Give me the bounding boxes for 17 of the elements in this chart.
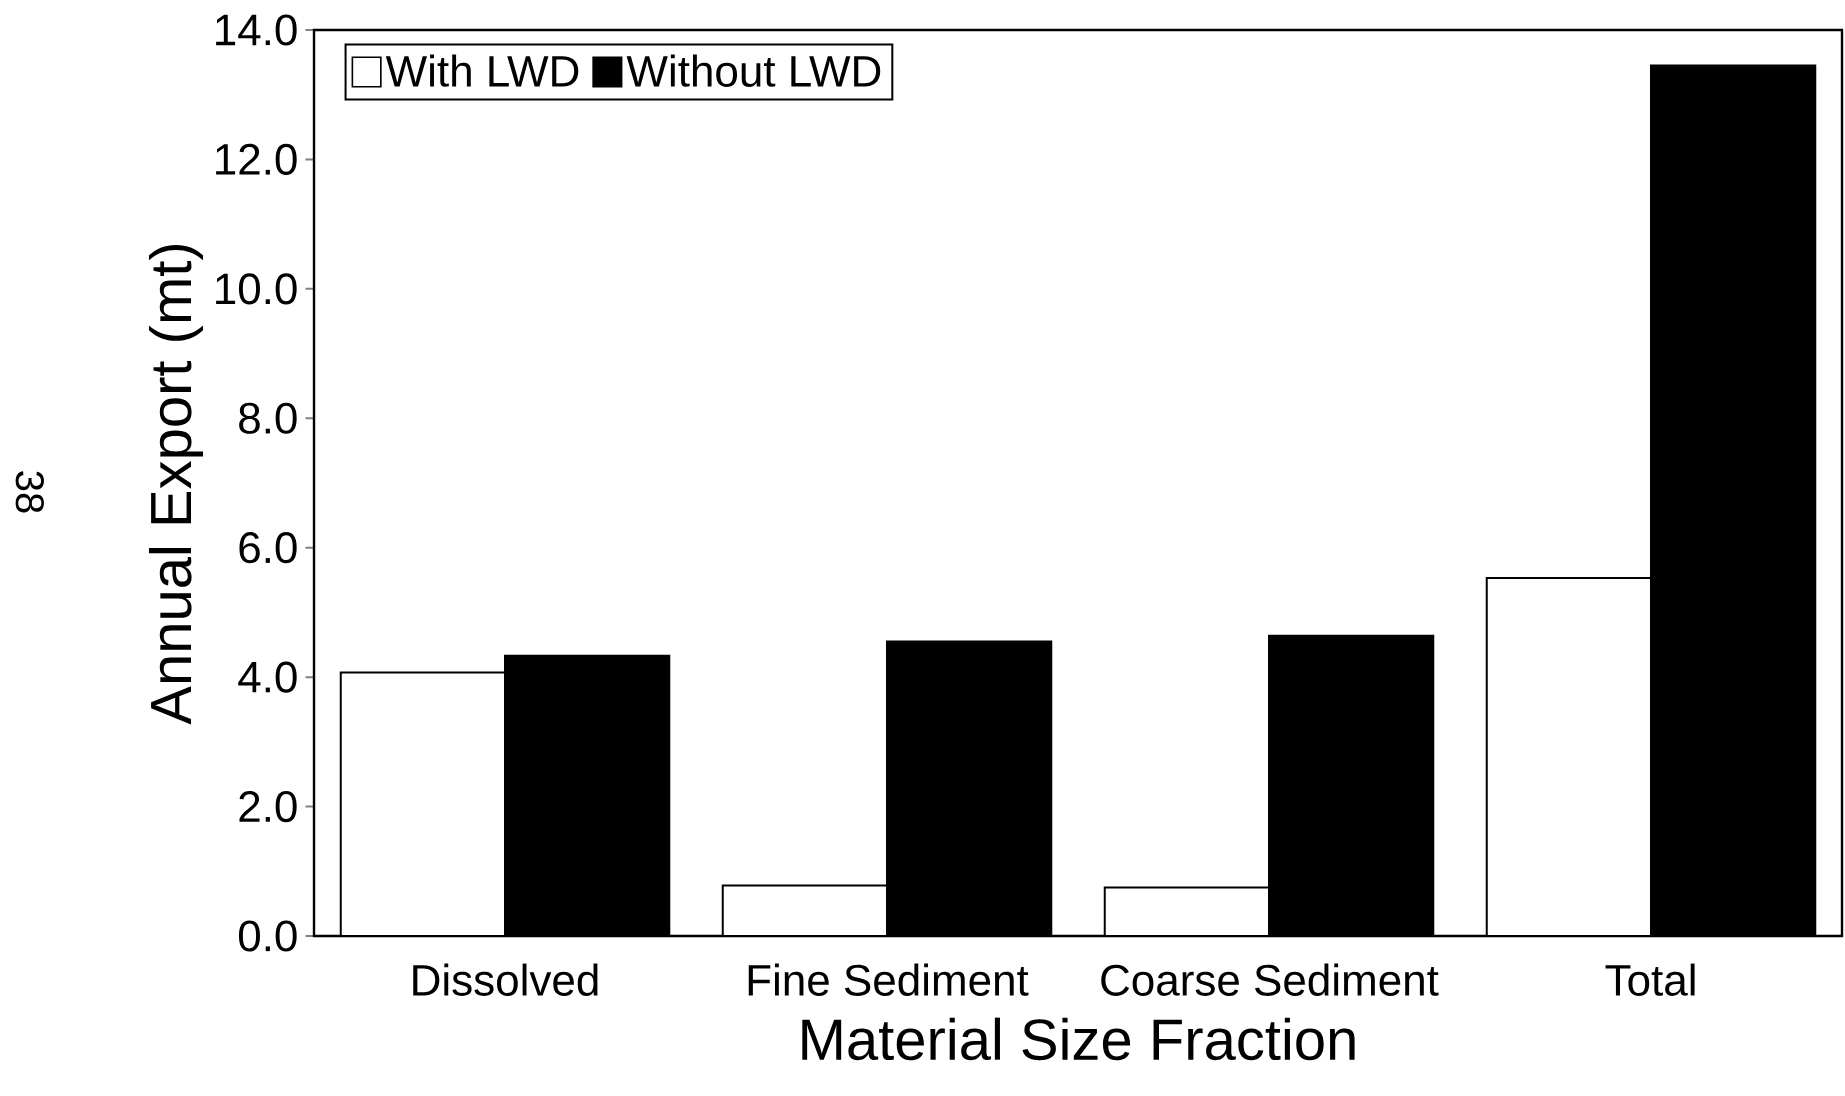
x-tick-label: Dissolved xyxy=(413,963,598,996)
y-tick-label: 0.0 xyxy=(238,920,297,952)
text: 38 xyxy=(15,471,44,513)
legend-label: With LWD xyxy=(385,54,579,87)
y-tick-label: 10.0 xyxy=(216,273,297,305)
legend-label: Without LWD xyxy=(626,54,881,87)
x-tick-label: Total xyxy=(1605,963,1695,996)
x-tick-label: Fine Sediment xyxy=(748,963,1029,996)
y-tick-label: 2.0 xyxy=(239,790,297,823)
y-tick-label: 12.0 xyxy=(216,143,297,175)
y-tick-label: 6.0 xyxy=(239,532,297,564)
x-axis-title: Material Size Fraction xyxy=(802,1017,1355,1061)
x-tick-label: Coarse Sediment xyxy=(1101,963,1439,996)
y-tick-label: 4.0 xyxy=(238,661,297,693)
y-tick-label: 14.0 xyxy=(216,14,297,46)
y-axis-title: Annual Export (mt) xyxy=(148,244,204,725)
y-tick-label: 8.0 xyxy=(239,402,297,434)
